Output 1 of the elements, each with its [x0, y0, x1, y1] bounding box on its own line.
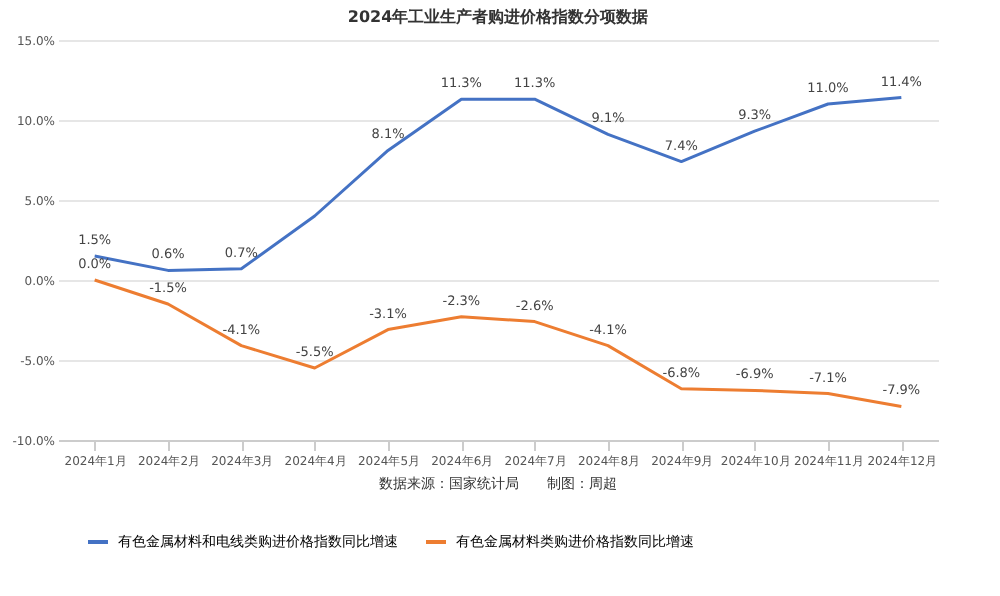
- chart-title: 2024年工业生产者购进价格指数分项数据: [347, 8, 649, 26]
